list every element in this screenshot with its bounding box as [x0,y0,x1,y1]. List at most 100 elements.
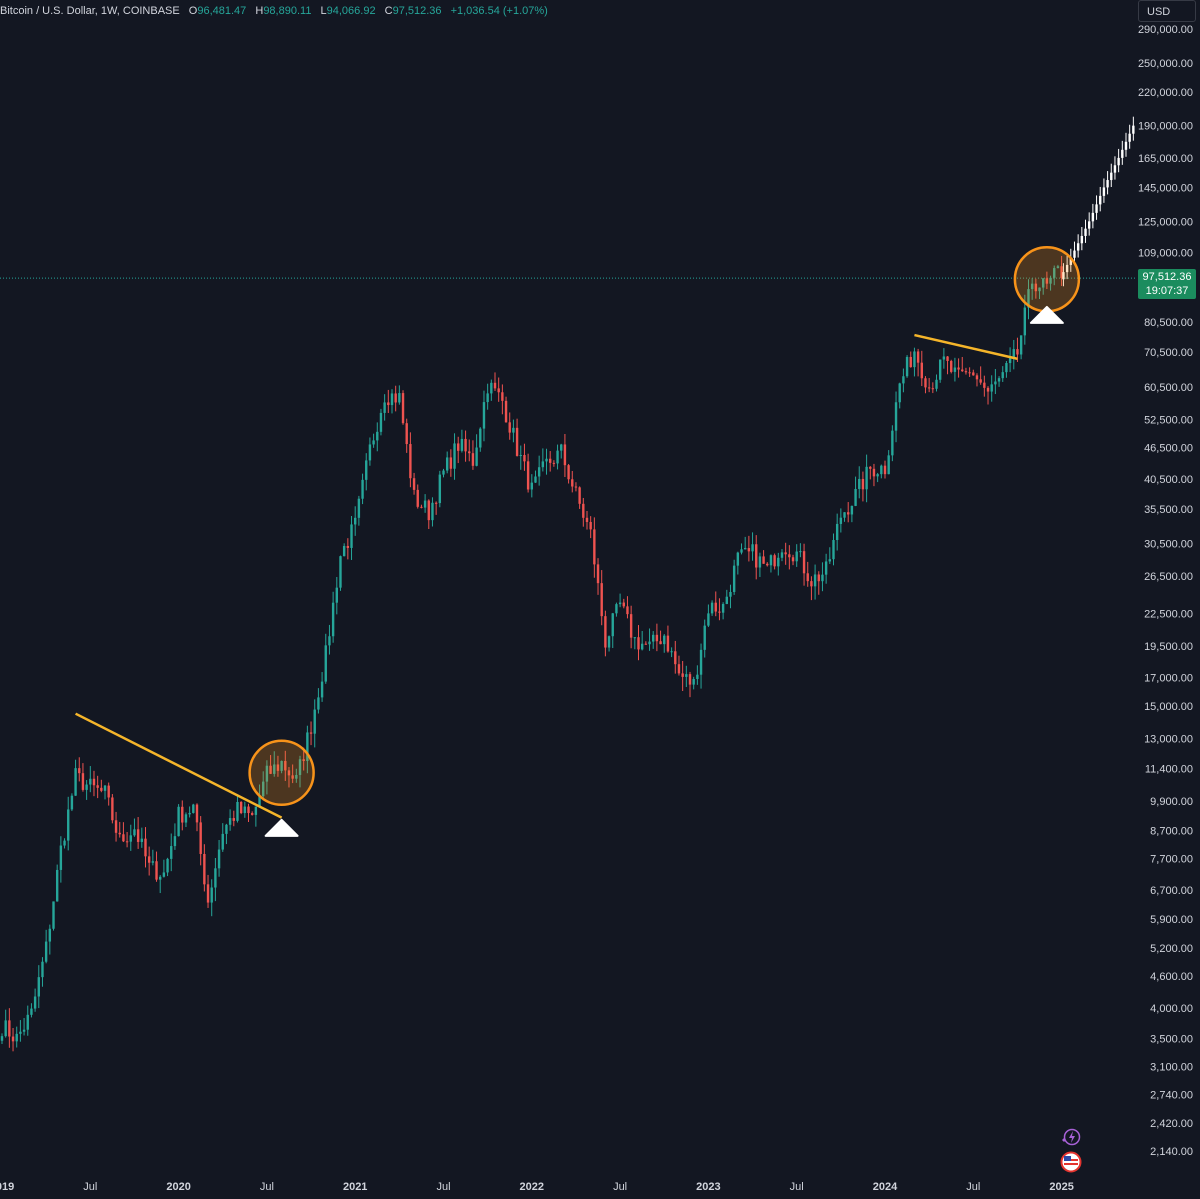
candle-body [250,813,254,815]
candle-body [184,814,188,823]
candle-body [199,822,202,854]
candle-body [975,375,979,380]
candle-body [188,812,191,815]
candle-body [946,356,949,361]
candle-body [1012,349,1015,358]
candle-body [89,778,92,785]
candle-body [302,759,305,762]
candle-body [379,412,383,432]
symbol-legend: Bitcoin / U.S. Dollar, 1W, COINBASE O96,… [0,5,548,17]
candle-body [449,457,453,469]
candle-body [835,523,839,541]
projection-candle-body [1080,235,1084,244]
projection-candle-body [1102,187,1106,196]
candle-body [15,1033,18,1042]
candle-body [162,872,166,877]
y-tick-label: 2,740.00 [1150,1090,1193,1102]
candle-body [276,764,280,771]
candle-body [306,732,309,762]
y-tick-label: 13,000.00 [1144,734,1193,746]
candle-body [898,383,901,403]
candle-body [214,868,217,888]
projection-candle-body [1117,157,1120,166]
candle-body [806,573,809,582]
x-tick-label: 2020 [166,1181,190,1193]
y-tick-label: 9,900.00 [1150,796,1193,808]
candle-body [44,941,48,962]
currency-button[interactable]: USD [1138,0,1196,22]
candle-body [979,379,982,383]
candle-body [442,470,445,475]
candle-body [935,379,938,389]
candle-body [953,367,957,372]
candle-body [883,465,887,475]
candle-body [732,565,736,592]
candle-body [824,561,828,575]
candle-body [11,1036,15,1042]
x-tick-label: 2021 [343,1181,367,1193]
candle-body [986,387,990,392]
candle-body [810,581,813,587]
candle-body [103,785,107,791]
candle-body [504,400,508,423]
projection-candle-body [1106,180,1109,188]
candle-body [607,636,611,648]
candle-body [817,574,820,582]
last-price-value: 97,512.36 [1142,271,1192,283]
candle-body [328,636,331,646]
candle-body [280,760,283,771]
candle-body [714,602,717,612]
x-axis[interactable]: 2019 Jul 2020 Jul 2021 Jul 2022 Jul 2023 Jul 2024 J… [0,1181,1074,1193]
candle-body [265,765,269,782]
lightning-icon[interactable] [1060,1128,1082,1146]
candle-body [497,388,500,393]
y-tick-label: 250,000.00 [1138,58,1193,70]
candle-body [70,795,74,810]
candle-body [699,649,703,675]
candle-body [751,544,754,552]
y-tick-label: 6,700.00 [1150,885,1193,897]
candle-body [891,430,894,456]
y-tick-label: 30,500.00 [1144,539,1193,551]
candle-body [365,460,368,480]
y-tick-label: 80,500.00 [1144,317,1193,329]
candle-body [589,521,592,530]
projection-candle-body [1099,195,1102,205]
y-tick-label: 11,400.00 [1145,764,1193,776]
candle-body [795,551,798,562]
candle-body [114,820,118,833]
candle-body [387,402,390,406]
candle-body [41,961,44,978]
candle-body [405,423,408,445]
projection-candle-body [1062,272,1065,280]
candle-body [1023,307,1027,336]
candle-body [460,438,464,451]
candle-body [721,603,725,613]
y-axis[interactable]: 290,000.00 250,000.00 220,000.00 190,000.00… [1138,24,1193,1158]
candle-body [133,829,136,836]
projection-candle-body [1076,243,1080,251]
candle-body [618,602,622,605]
candle-body [600,583,603,617]
candle-body [685,674,688,677]
highlight-circle [1013,246,1081,313]
candle-body [920,362,923,379]
candle-body [1053,268,1056,278]
candle-body [916,351,920,363]
candle-body [228,818,232,825]
candle-body [637,637,640,650]
open-label: O [188,5,198,17]
candle-body [515,427,519,456]
candle-body [640,643,644,650]
candle-body [320,681,324,698]
y-tick-label: 190,000.00 [1138,121,1193,133]
candle-body [144,838,147,857]
candle-body [626,606,629,615]
candle-body [298,759,302,775]
candle-body [243,806,247,814]
us-flag-icon[interactable] [1060,1151,1082,1173]
candle-body [376,431,379,441]
